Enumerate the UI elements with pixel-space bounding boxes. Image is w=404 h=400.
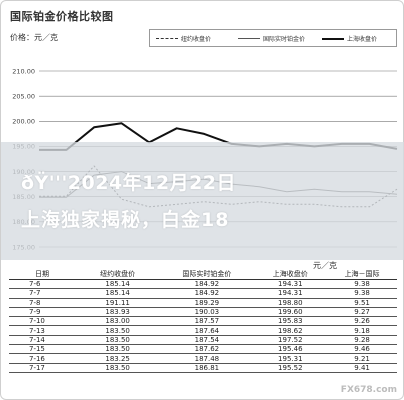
table-row: 7-13 183.50 187.64 198.62 9.18 [9, 325, 397, 336]
cell-date: 7-15 [9, 344, 75, 355]
table-header-row: 日期 纽约收盘价 国际实时铂金价 上海收盘价 上海－国际 [9, 269, 397, 280]
cell-intl: 184.92 [160, 288, 254, 299]
cell-sh: 195.83 [253, 316, 328, 327]
table-row: 7-16 183.25 187.48 195.31 9.21 [9, 353, 397, 364]
col-header-date: 日期 [9, 269, 75, 280]
price-unit-label: 价格：元／克 [10, 33, 58, 42]
cell-date: 7-16 [9, 353, 75, 364]
cell-diff: 9.27 [327, 307, 397, 318]
cell-date: 7-10 [9, 316, 75, 327]
table-row: 7-17 183.50 186.81 195.52 9.41 [9, 363, 397, 373]
cell-ny: 183.00 [74, 316, 161, 327]
cell-ny: 183.50 [74, 344, 161, 355]
chart-legend: 纽约收盘价 国际实时铂金价 上海收盘价 [149, 29, 397, 47]
cell-date: 7-7 [9, 288, 75, 299]
cell-sh: 198.80 [253, 298, 328, 308]
watermark-logo: FX678.com [340, 385, 397, 395]
cell-diff: 9.26 [327, 316, 397, 327]
cell-sh: 194.31 [253, 288, 328, 299]
cell-sh: 195.52 [253, 363, 328, 373]
cell-intl: 190.03 [160, 307, 254, 318]
legend-label-ny: 纽约收盘价 [181, 36, 212, 43]
headline-line-1[interactable]: ðŸ'''2024年12月22日 [21, 172, 237, 194]
cell-intl: 186.81 [160, 363, 254, 373]
col-header-intl: 国际实时铂金价 [160, 269, 254, 280]
legend-label-intl: 国际实时铂金价 [263, 36, 306, 43]
legend-item-ny: 纽约收盘价 [156, 34, 211, 43]
col-header-sh: 上海收盘价 [253, 269, 328, 280]
table-unit-label: 元／克 [313, 261, 337, 270]
col-header-diff: 上海－国际 [327, 269, 397, 280]
cell-date: 7-8 [9, 298, 75, 308]
cell-diff: 9.51 [327, 298, 397, 308]
cell-sh: 199.60 [253, 307, 328, 318]
cell-ny: 183.50 [74, 363, 161, 373]
table-row: 7-10 183.00 187.57 195.83 9.26 [9, 316, 397, 327]
table-row: 7-6 185.14 184.92 194.31 9.38 [9, 279, 397, 290]
cell-diff: 9.28 [327, 335, 397, 346]
cell-sh: 195.31 [253, 353, 328, 364]
cell-date: 7-14 [9, 335, 75, 346]
cell-date: 7-17 [9, 363, 75, 373]
cell-sh: 197.52 [253, 335, 328, 346]
chart-title: 国际铂金价格比较图 [10, 10, 114, 23]
legend-swatch-intl [238, 38, 260, 39]
cell-ny: 191.11 [74, 298, 161, 308]
cell-ny: 183.50 [74, 325, 161, 336]
cell-intl: 189.29 [160, 298, 254, 308]
cell-ny: 185.14 [74, 288, 161, 299]
cell-diff: 9.38 [327, 288, 397, 299]
cell-sh: 195.46 [253, 344, 328, 355]
cell-diff: 9.46 [327, 344, 397, 355]
price-table: 日期 纽约收盘价 国际实时铂金价 上海收盘价 上海－国际 7-6 185.14 18… [9, 269, 397, 373]
cell-diff: 9.18 [327, 325, 397, 336]
table-row: 7-8 191.11 189.29 198.80 9.51 [9, 298, 397, 308]
cell-diff: 9.41 [327, 363, 397, 373]
cell-intl: 184.92 [160, 279, 254, 290]
cell-ny: 183.25 [74, 353, 161, 364]
cell-intl: 187.62 [160, 344, 254, 355]
cell-sh: 198.62 [253, 325, 328, 336]
headline-overlay [1, 142, 404, 260]
cell-diff: 9.38 [327, 279, 397, 290]
cell-intl: 187.64 [160, 325, 254, 336]
cell-sh: 194.31 [253, 279, 328, 290]
cell-date: 7-13 [9, 325, 75, 336]
cell-date: 7-9 [9, 307, 75, 318]
table-row: 7-7 185.14 184.92 194.31 9.38 [9, 288, 397, 299]
table-row: 7-15 183.50 187.62 195.46 9.46 [9, 344, 397, 355]
cell-ny: 183.50 [74, 335, 161, 346]
cell-intl: 187.48 [160, 353, 254, 364]
y-tick-label: 200.00 [12, 118, 35, 126]
cell-intl: 187.54 [160, 335, 254, 346]
legend-item-intl: 国际实时铂金价 [238, 34, 305, 43]
cell-ny: 185.14 [74, 279, 161, 290]
headline-line-2[interactable]: 上海独家揭秘，白金18 [21, 209, 230, 231]
cell-intl: 187.57 [160, 316, 254, 327]
legend-swatch-ny [156, 38, 178, 39]
legend-label-sh: 上海收盘价 [347, 36, 378, 43]
cell-diff: 9.21 [327, 353, 397, 364]
table-row: 7-9 183.93 190.03 199.60 9.27 [9, 307, 397, 318]
cell-date: 7-6 [9, 279, 75, 290]
col-header-ny: 纽约收盘价 [74, 269, 161, 280]
y-tick-label: 210.00 [12, 67, 35, 75]
y-tick-label: 205.00 [12, 92, 35, 100]
legend-item-sh: 上海收盘价 [322, 34, 377, 43]
legend-swatch-sh [322, 37, 344, 40]
cell-ny: 183.93 [74, 307, 161, 318]
table-row: 7-14 183.50 187.54 197.52 9.28 [9, 335, 397, 346]
